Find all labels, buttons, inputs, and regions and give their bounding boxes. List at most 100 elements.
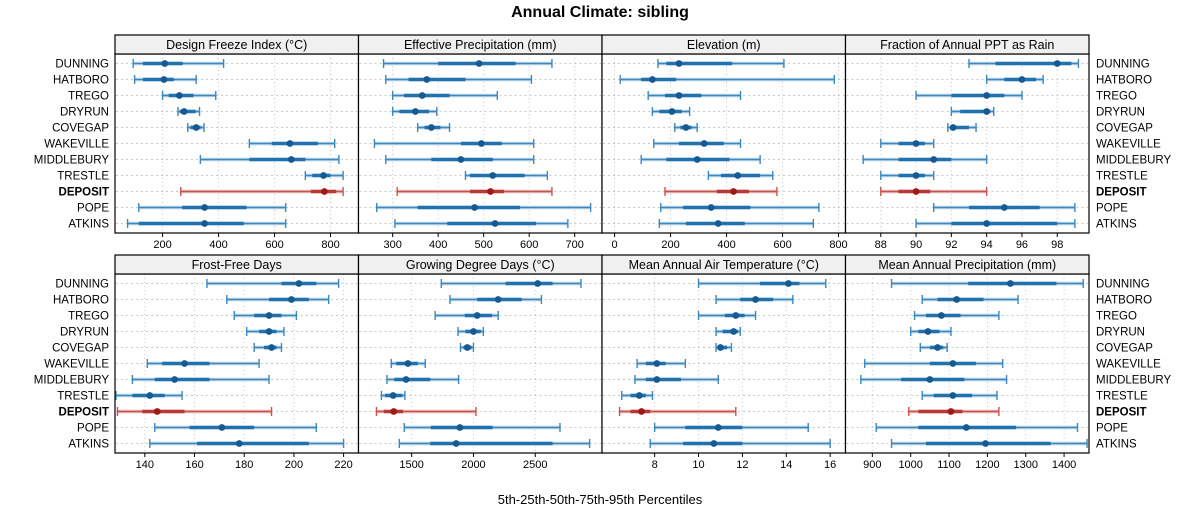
median-dot-deposit: [638, 408, 645, 415]
axis-tick-label: 600: [265, 239, 283, 251]
median-dot-middlebury: [457, 156, 465, 163]
panel-title-mean-annual-air-temperature-c: Mean Annual Air Temperature (°C): [629, 258, 819, 272]
median-dot-deposit: [320, 188, 328, 195]
axis-tick-label: 1100: [937, 459, 961, 471]
axis-tick-label: 700: [566, 239, 584, 251]
median-dot-covegap: [427, 124, 435, 131]
axis-tick-label: 96: [1016, 239, 1028, 251]
station-label-right-trego: TREGO: [1096, 91, 1137, 103]
station-label-left-middlebury: MIDDLEBURY: [34, 155, 110, 167]
axis-tick-label: 140: [136, 459, 154, 471]
median-dot-wakeville: [653, 360, 661, 367]
median-dot-atkins: [201, 220, 208, 227]
station-label-right-deposit: DEPOSIT: [1096, 407, 1146, 419]
station-label-right-covegap: COVEGAP: [1096, 343, 1153, 355]
station-label-left-dryrun: DRYRUN: [60, 107, 109, 119]
axis-tick-label: 10: [692, 459, 704, 471]
station-label-right-pope: POPE: [1096, 423, 1128, 435]
panel-title-mean-annual-precipitation-mm: Mean Annual Precipitation (mm): [878, 258, 1056, 272]
station-label-left-trestle: TRESTLE: [57, 171, 109, 183]
median-dot-dunning: [295, 280, 303, 287]
median-dot-middlebury: [930, 156, 938, 163]
median-dot-deposit: [912, 188, 920, 195]
median-dot-pope: [714, 424, 722, 431]
axis-tick-label: 400: [209, 239, 227, 251]
median-dot-middlebury: [653, 376, 661, 383]
station-label-right-atkins: ATKINS: [1096, 439, 1137, 451]
axis-tick-label: 88: [875, 239, 887, 251]
axis-tick-label: 14: [780, 459, 792, 471]
median-dot-trestle: [489, 172, 497, 179]
station-label-left-dryrun: DRYRUN: [60, 327, 109, 339]
median-dot-trego: [937, 312, 945, 319]
station-label-right-dunning: DUNNING: [1096, 59, 1150, 71]
median-dot-wakeville: [949, 360, 957, 367]
figure-caption: 5th-25th-50th-75th-95th Percentiles: [497, 492, 703, 507]
station-label-left-pope: POPE: [77, 423, 109, 435]
station-label-right-atkins: ATKINS: [1096, 219, 1137, 231]
median-dot-dunning: [675, 60, 683, 67]
median-dot-trego: [175, 92, 183, 99]
panel-title-elevation-m: Elevation (m): [687, 38, 761, 52]
median-dot-trego: [983, 92, 991, 99]
axis-tick-label: 94: [981, 239, 993, 251]
axis-tick-label: 16: [824, 459, 836, 471]
median-dot-atkins: [714, 220, 722, 227]
median-dot-middlebury: [926, 376, 934, 383]
station-label-right-hatboro: HATBORO: [1096, 75, 1152, 87]
panel-header-mean-annual-precipitation-mm: [844, 254, 1090, 275]
median-dot-wakeville: [181, 360, 188, 367]
median-dot-trego: [675, 92, 683, 99]
axis-tick-label: 600: [773, 239, 791, 251]
panel-title-fraction-of-annual-ppt-as-rain: Fraction of Annual PPT as Rain: [880, 38, 1054, 52]
panel-title-design-freeze-index-c: Design Freeze Index (°C): [166, 38, 307, 52]
panel-title-growing-degree-days-c: Growing Degree Days (°C): [406, 258, 555, 272]
station-label-left-dunning: DUNNING: [55, 59, 109, 71]
median-dot-atkins: [983, 220, 991, 227]
station-label-right-hatboro: HATBORO: [1096, 295, 1152, 307]
median-dot-pope: [707, 204, 715, 211]
median-dot-pope: [456, 424, 464, 431]
median-dot-covegap: [717, 344, 724, 351]
median-dot-trego: [265, 312, 273, 319]
median-dot-dunning: [785, 280, 792, 287]
median-dot-dryrun: [730, 328, 738, 335]
station-label-right-middlebury: MIDDLEBURY: [1096, 155, 1172, 167]
median-dot-dryrun: [668, 108, 676, 115]
axis-tick-label: 0: [612, 239, 618, 251]
station-label-right-wakeville: WAKEVILLE: [1096, 139, 1161, 151]
median-dot-trestle: [635, 392, 643, 399]
axis-tick-label: 1200: [975, 459, 999, 471]
station-label-left-middlebury: MIDDLEBURY: [34, 375, 110, 387]
median-dot-hatboro: [648, 76, 656, 83]
station-label-right-wakeville: WAKEVILLE: [1096, 359, 1161, 371]
median-dot-covegap: [192, 124, 200, 131]
station-label-left-covegap: COVEGAP: [52, 123, 109, 135]
station-label-right-trestle: TRESTLE: [1096, 171, 1148, 183]
axis-tick-label: 200: [661, 239, 679, 251]
median-dot-trestle: [146, 392, 154, 399]
median-dot-pope: [471, 204, 478, 211]
station-label-left-covegap: COVEGAP: [52, 343, 109, 355]
median-dot-wakeville: [912, 140, 920, 147]
station-label-left-dunning: DUNNING: [55, 279, 109, 291]
median-dot-dunning: [534, 280, 542, 287]
station-label-right-dryrun: DRYRUN: [1096, 327, 1145, 339]
median-dot-covegap: [268, 344, 275, 351]
median-dot-wakeville: [700, 140, 708, 147]
median-dot-dryrun: [411, 108, 419, 115]
axis-tick-label: 220: [334, 459, 352, 471]
axis-tick-label: 400: [717, 239, 735, 251]
axis-tick-label: 900: [863, 459, 881, 471]
median-dot-pope: [1000, 204, 1008, 211]
station-label-right-trestle: TRESTLE: [1096, 391, 1148, 403]
station-label-right-middlebury: MIDDLEBURY: [1096, 375, 1172, 387]
axis-tick-label: 300: [383, 239, 401, 251]
median-dot-hatboro: [494, 296, 502, 303]
median-dot-dunning: [161, 60, 169, 67]
median-dot-covegap: [463, 344, 471, 351]
station-label-left-deposit: DEPOSIT: [59, 407, 109, 419]
median-dot-dunning: [1006, 280, 1014, 287]
figure-title: Annual Climate: sibling: [511, 4, 689, 21]
